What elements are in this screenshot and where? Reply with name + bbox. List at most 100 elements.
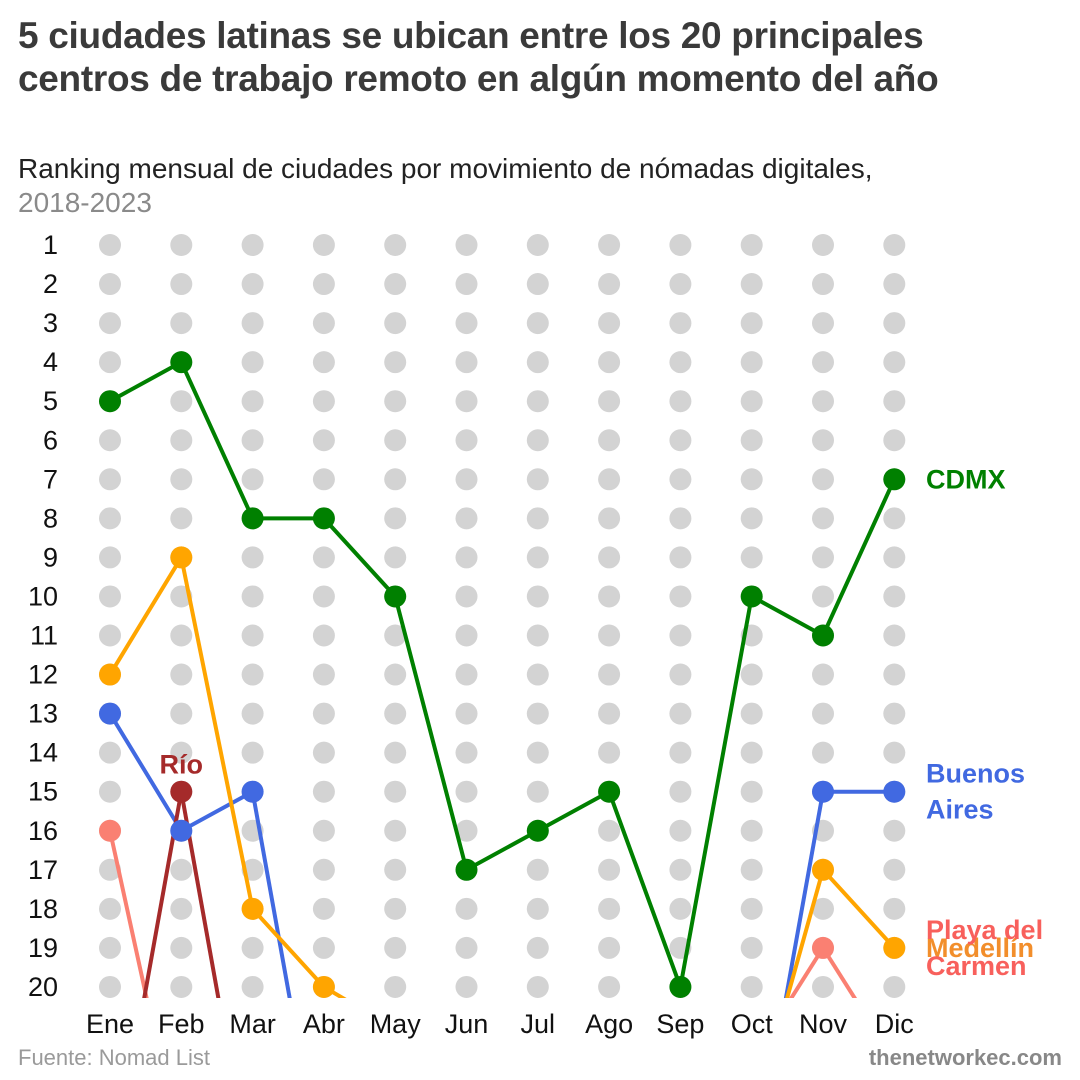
y-tick-label: 13	[28, 699, 58, 729]
grid-dot	[312, 819, 335, 842]
y-tick-label: 20	[28, 972, 58, 1002]
x-tick-label: Oct	[731, 1009, 774, 1039]
grid-dot	[99, 585, 121, 608]
series-lines	[108, 360, 897, 998]
grid-dot	[812, 585, 834, 608]
series-segment	[179, 555, 255, 911]
grid-dot	[99, 975, 121, 998]
grid-dot	[883, 624, 906, 647]
grid-dot	[598, 468, 621, 491]
grid-dot	[740, 663, 763, 686]
grid-dot	[312, 663, 335, 686]
series-segment	[108, 555, 184, 677]
grid-dot	[312, 780, 335, 803]
grid-dot	[883, 507, 906, 530]
grid-dot	[384, 429, 407, 452]
grid-dot	[526, 936, 549, 959]
grid-dot	[598, 507, 621, 530]
series-point	[812, 858, 834, 881]
y-tick-label: 17	[28, 855, 58, 885]
grid-dot	[740, 858, 763, 881]
grid-dot	[384, 546, 407, 569]
grid-dot	[598, 312, 621, 335]
grid-dot	[455, 819, 478, 842]
grid-dot	[170, 507, 193, 530]
grid-dot	[99, 273, 121, 296]
series-segment-offscale	[821, 946, 858, 998]
grid-dot	[241, 936, 264, 959]
grid-dot	[384, 975, 407, 998]
grid-dot	[384, 702, 407, 725]
grid-dot	[455, 585, 478, 608]
grid-dot	[99, 234, 121, 256]
series-label: Río	[160, 750, 204, 780]
grid-dot	[241, 975, 264, 998]
grid-dot	[598, 897, 621, 920]
grid-dot	[883, 312, 906, 335]
grid-dot	[99, 780, 121, 803]
grid-dot	[740, 546, 763, 569]
grid-dot	[669, 819, 692, 842]
grid-dot	[384, 936, 407, 959]
grid-dot	[740, 936, 763, 959]
y-tick-label: 5	[43, 386, 58, 416]
grid-dot	[384, 351, 407, 374]
y-tick-label: 8	[43, 503, 58, 533]
grid-dot	[170, 273, 193, 296]
y-tick-label: 10	[28, 581, 58, 611]
series-point	[312, 975, 335, 998]
grid-dot	[384, 312, 407, 335]
series-label: Playa del Carmen	[926, 915, 1043, 981]
grid-dot	[170, 702, 193, 725]
grid-dot	[99, 897, 121, 920]
grid-dot	[312, 585, 335, 608]
grid-dot	[312, 624, 335, 647]
series-point	[669, 975, 692, 998]
grid-dot	[455, 663, 478, 686]
grid-dot	[883, 975, 906, 998]
grid-dot	[883, 351, 906, 374]
grid-dot	[740, 429, 763, 452]
grid-dot	[669, 741, 692, 764]
grid-dot	[883, 702, 906, 725]
grid-dot	[812, 546, 834, 569]
grid-dot	[241, 663, 264, 686]
grid-dot	[740, 351, 763, 374]
grid-dot	[312, 936, 335, 959]
grid-dot	[170, 663, 193, 686]
grid-dot	[526, 312, 549, 335]
series-segment-offscale	[785, 869, 825, 998]
grid-dot	[455, 273, 478, 296]
x-tick-label: Ago	[585, 1009, 633, 1039]
series-segment	[821, 477, 897, 638]
grid-dot	[241, 390, 264, 413]
series-segment-offscale	[783, 791, 825, 998]
brand-credit: thenetworkec.com	[868, 1045, 1062, 1070]
series-label: Buenos Aires	[926, 759, 1025, 825]
grid-dot	[812, 273, 834, 296]
grid-dot	[312, 234, 335, 256]
series-point	[455, 858, 478, 881]
x-tick-label: May	[370, 1009, 422, 1039]
grid-dot	[455, 234, 478, 256]
grid-dot	[170, 468, 193, 491]
y-tick-label: 14	[28, 738, 58, 768]
grid-dot	[99, 741, 121, 764]
grid-dot	[883, 429, 906, 452]
series-point	[170, 546, 193, 569]
grid-dot	[526, 741, 549, 764]
grid-dot	[312, 273, 335, 296]
grid-dot	[526, 546, 549, 569]
grid-dot	[526, 351, 549, 374]
grid-dot	[241, 273, 264, 296]
grid-dot	[740, 702, 763, 725]
x-tick-label: Jul	[521, 1009, 556, 1039]
series-point	[99, 819, 121, 842]
grid-dot	[312, 429, 335, 452]
grid-dot	[455, 468, 478, 491]
series-point	[170, 780, 193, 803]
series-point	[740, 585, 763, 608]
grid-dot	[526, 663, 549, 686]
x-tick-label: Abr	[303, 1009, 345, 1039]
